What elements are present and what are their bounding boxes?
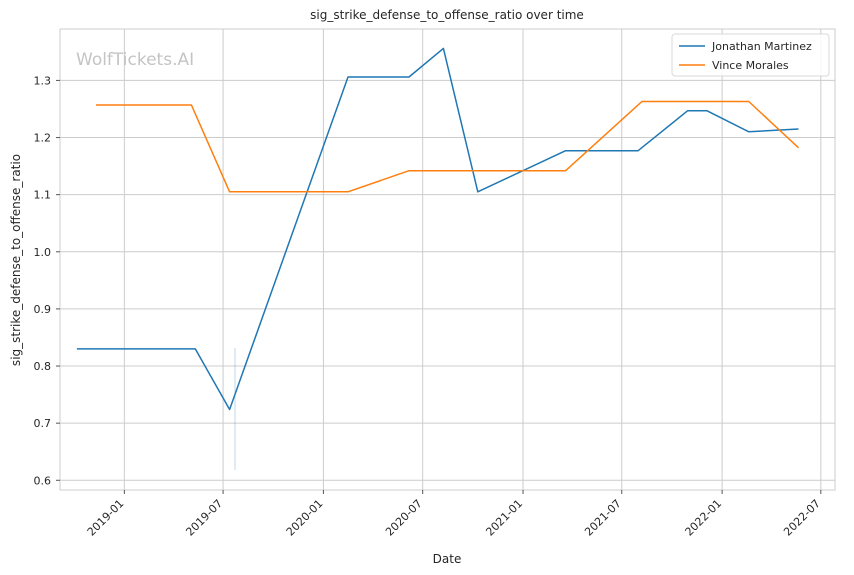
legend: Jonathan Martinez Vince Morales: [671, 33, 830, 77]
grid-lines: [60, 29, 835, 490]
series-line-jonathan-martinez: [76, 47, 799, 411]
series-lines: [76, 47, 800, 411]
y-tick-label: 1.1: [34, 189, 52, 202]
legend-box: [671, 33, 830, 77]
chart-title: sig_strike_defense_to_offense_ratio over…: [310, 8, 584, 22]
y-tick-label: 1.2: [34, 132, 52, 145]
y-tick-label: 0.7: [34, 417, 52, 430]
y-axis-ticks: 0.6 0.7 0.8 0.9 1.0 1.1 1.2 1.3: [34, 74, 60, 487]
y-tick-label: 0.6: [34, 474, 52, 487]
y-tick-label: 1.0: [34, 246, 52, 259]
y-tick-label: 1.3: [34, 74, 52, 87]
series-line-vince-morales: [96, 100, 800, 193]
y-axis-label: sig_strike_defense_to_offense_ratio: [9, 154, 23, 366]
plot-frame: [59, 28, 836, 491]
y-tick-label: 0.8: [34, 360, 52, 373]
legend-label: Vince Morales: [712, 59, 789, 72]
x-axis-label: Date: [433, 552, 462, 566]
y-tick-label: 0.9: [34, 303, 52, 316]
legend-label: Jonathan Martinez: [711, 40, 812, 53]
watermark: WolfTickets.AI: [76, 50, 194, 70]
